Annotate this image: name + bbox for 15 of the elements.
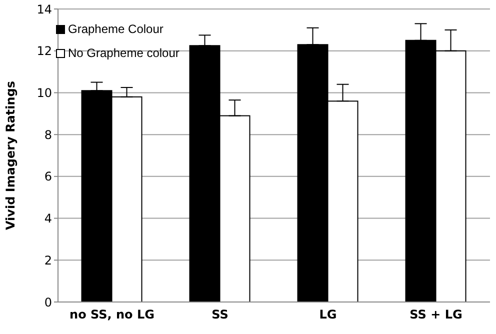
y-tick-label: 6: [44, 170, 52, 184]
y-tick-label: 8: [44, 128, 52, 142]
x-tick-label: no SS, no LG: [70, 308, 154, 322]
y-tick-label: 0: [44, 295, 52, 310]
y-tick-label: 12: [36, 44, 52, 58]
legend-label: No Grapheme colour: [68, 46, 180, 60]
x-tick-label: SS + LG: [410, 308, 462, 322]
legend-label: Grapheme Colour: [68, 22, 164, 36]
x-tick-label: SS: [212, 308, 228, 322]
y-tick-label: 14: [36, 2, 52, 16]
y-tick-label: 2: [44, 253, 52, 268]
x-tick-label: LG: [319, 308, 337, 322]
y-tick-label: 10: [36, 86, 52, 100]
y-tick-label: 4: [44, 212, 52, 226]
y-axis-title: Vivid Imagery Ratings: [3, 80, 18, 230]
